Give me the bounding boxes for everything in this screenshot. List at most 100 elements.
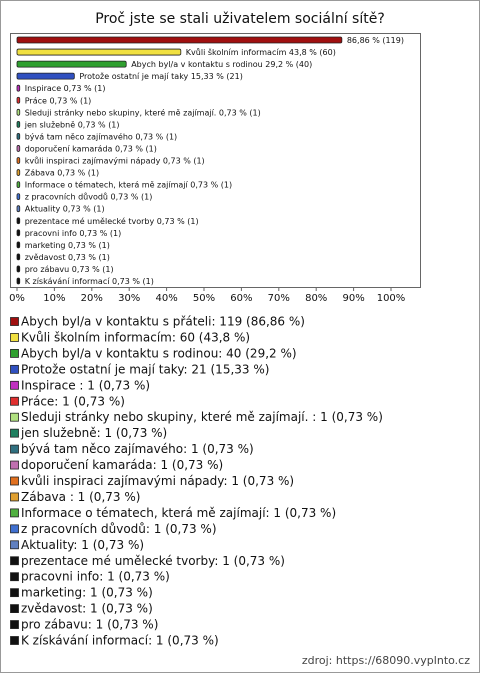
- category-label: Sleduji stránky nebo skupiny, které mě z…: [25, 107, 219, 117]
- category-label: Práce: [25, 96, 47, 105]
- value-label: 0,73 % (1): [57, 168, 99, 177]
- chart-title: Proč jste se stali uživatelem sociální s…: [95, 11, 385, 27]
- x-tick-label: 20%: [81, 293, 103, 304]
- x-tick-label: 50%: [193, 293, 215, 304]
- bar: [16, 132, 21, 140]
- category-label: jen služebně: [24, 120, 75, 129]
- legend-swatch: [10, 524, 19, 534]
- legend-swatch: [10, 317, 19, 326]
- bar: [16, 84, 21, 92]
- value-label: 43,8 % (60): [289, 48, 336, 57]
- bar: [16, 181, 21, 189]
- x-tick-label: 40%: [155, 293, 177, 304]
- value-label: 0,73 % (1): [135, 132, 177, 141]
- bar: [16, 217, 21, 225]
- legend-swatch: [10, 508, 19, 518]
- x-tick-label: 0%: [9, 293, 25, 304]
- value-label: 0,73 % (1): [64, 84, 106, 93]
- legend-label: z pracovních důvodů: 1 (0,73 %): [21, 522, 217, 536]
- legend-label: Aktuality: 1 (0,73 %): [21, 538, 144, 552]
- legend-swatch: [10, 572, 19, 582]
- x-tick-label: 10%: [43, 293, 65, 304]
- bar-label: zvědavost 0,73 % (1): [25, 252, 110, 261]
- category-label: Kvůli školním informacím: [186, 47, 287, 57]
- legend-swatch: [10, 380, 19, 390]
- category-label: doporučení kamaráda: [25, 143, 113, 153]
- bar: [16, 277, 21, 285]
- legend-label: K získávání informací: 1 (0,73 %): [21, 634, 219, 648]
- legend-swatch: [10, 620, 19, 629]
- legend-swatch: [10, 636, 19, 645]
- bar: [16, 157, 21, 164]
- x-tick-label: 70%: [268, 293, 290, 304]
- category-label: z pracovních důvodů: [25, 191, 108, 201]
- legend-label: doporučení kamaráda: 1 (0,73 %): [21, 458, 223, 472]
- value-label: 15,33 % (21): [191, 72, 243, 81]
- bar: [16, 120, 21, 128]
- bar-label: Abych byl/a v kontaktu s rodinou 29,2 % …: [131, 60, 312, 69]
- value-label: 29,2 % (40): [265, 60, 312, 69]
- category-label: Inspirace: [25, 84, 64, 93]
- bar-label: Aktuality 0,73 % (1): [25, 204, 105, 213]
- legend-swatch: [10, 540, 19, 550]
- legend-label: prezentace mé umělecké tvorby: 1 (0,73 %…: [21, 554, 285, 568]
- bar-label: marketing 0,73 % (1): [25, 240, 110, 249]
- legend-label: pro zábavu: 1 (0,73 %): [21, 618, 158, 632]
- legend-label: marketing: 1 (0,73 %): [21, 586, 153, 600]
- value-label: 0,73 % (1): [157, 216, 199, 225]
- legend-swatch: [10, 333, 19, 342]
- value-label: 0,73 % (1): [72, 264, 114, 273]
- category-label: Abych byl/a v kontaktu s rodinou: [131, 60, 263, 69]
- bar: [16, 193, 21, 201]
- legend-swatch: [10, 476, 19, 486]
- legend-swatch: [10, 604, 19, 613]
- bar-label: Protože ostatní je mají taky 15,33 % (21…: [79, 72, 243, 81]
- bar-label: Kvůli školním informacím 43,8 % (60): [186, 47, 336, 57]
- bar-label: Práce 0,73 % (1): [25, 96, 92, 105]
- category-label: Aktuality: [25, 204, 61, 213]
- bar-label: z pracovních důvodů 0,73 % (1): [25, 191, 153, 201]
- category-label: marketing: [25, 240, 66, 249]
- legend-label: Abych byl/a v kontaktu s rodinou: 40 (29…: [21, 346, 297, 360]
- category-label: K získávání informací: [25, 277, 110, 286]
- bar: [16, 241, 21, 249]
- bar-label: K získávání informací 0,73 % (1): [25, 277, 154, 286]
- bar-label: Informace o tématech, která mě zajímají …: [25, 179, 232, 189]
- value-label: 0,73 % (1): [190, 180, 232, 189]
- bar: [16, 229, 21, 237]
- value-label: 86,86 % (119): [347, 36, 404, 45]
- legend-swatch: [10, 364, 19, 374]
- category-label: bývá tam něco zajímavého: [25, 131, 133, 141]
- legend-swatch: [10, 460, 19, 470]
- plot-area: [10, 33, 421, 288]
- bar-label: Inspirace 0,73 % (1): [25, 84, 106, 93]
- legend-swatch: [10, 396, 19, 406]
- legend-swatch: [10, 348, 19, 358]
- value-label: 0,73 % (1): [111, 192, 153, 201]
- x-tick-label: 30%: [118, 293, 140, 304]
- bar-label: pracovni info 0,73 % (1): [25, 228, 122, 237]
- bar: [16, 108, 21, 116]
- value-label: 0,73 % (1): [63, 204, 105, 213]
- legend-label: Protože ostatní je mají taky: 21 (15,33 …: [21, 362, 269, 376]
- value-label: 0,73 % (1): [68, 240, 110, 249]
- bar-label: kvůli inspiraci zajímavými nápady 0,73 %…: [25, 155, 205, 165]
- source: zdroj: https://68090.vyplnto.cz: [302, 654, 470, 667]
- legend-swatch: [10, 492, 19, 502]
- category-label: Zábava: [25, 168, 58, 177]
- legend-label: pracovni info: 1 (0,73 %): [21, 570, 170, 584]
- bar: [16, 205, 21, 213]
- legend-label: Inspirace : 1 (0,73 %): [21, 378, 150, 392]
- x-tick-label: 90%: [342, 293, 364, 304]
- legend-label: Informace o tématech, která mě zajímají:…: [21, 506, 336, 520]
- legend-label: jen služebně: 1 (0,73 %): [20, 426, 167, 440]
- legend-swatch: [10, 444, 19, 454]
- legend-label: Práce: 1 (0,73 %): [21, 394, 125, 408]
- legend-swatch: [10, 428, 19, 438]
- legend-swatch: [10, 412, 19, 422]
- value-label: 0,73 % (1): [163, 156, 205, 165]
- value-label: 0,73 % (1): [78, 120, 120, 129]
- bar-label: doporučení kamaráda 0,73 % (1): [25, 143, 157, 153]
- bar-label: 86,86 % (119): [347, 36, 404, 45]
